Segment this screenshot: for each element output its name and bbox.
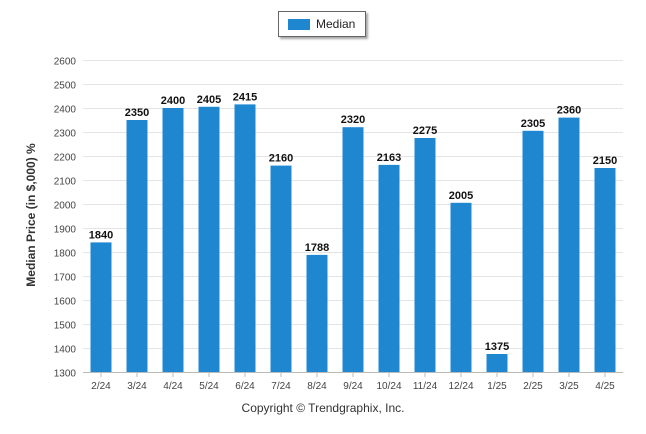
- y-tick-label: 2500: [54, 81, 77, 92]
- x-tick-label: 4/25: [595, 381, 615, 392]
- legend-label: Median: [316, 17, 356, 31]
- bar: [342, 127, 364, 372]
- y-tick-label: 1600: [54, 297, 77, 308]
- legend-swatch: [288, 18, 310, 30]
- data-label: 1788: [305, 242, 329, 254]
- bar: [594, 168, 616, 372]
- y-tick-label: 1400: [54, 345, 77, 356]
- bar: [162, 108, 184, 372]
- y-tick-label: 2100: [54, 177, 77, 188]
- bar: [378, 164, 400, 372]
- y-tick-label: 2200: [54, 153, 77, 164]
- x-tick-label: 3/24: [127, 381, 147, 392]
- y-tick-label: 1500: [54, 321, 77, 332]
- data-label: 2415: [233, 91, 257, 103]
- data-label: 2160: [269, 153, 293, 165]
- bar: [414, 138, 436, 372]
- data-label: 2305: [521, 118, 545, 130]
- bar: [522, 130, 544, 372]
- y-tick-label: 2600: [54, 57, 77, 68]
- y-tick-label: 2300: [54, 129, 77, 140]
- y-tick-label: 2400: [54, 105, 77, 116]
- y-tick-label: 1700: [54, 273, 77, 284]
- bar: [126, 120, 148, 372]
- legend: Median: [278, 11, 366, 37]
- data-label: 1840: [89, 229, 113, 241]
- copyright-text: Copyright © Trendgraphix, Inc.: [241, 401, 405, 415]
- bar: [486, 354, 508, 372]
- data-label: 2275: [413, 125, 437, 137]
- x-tick-label: 4/24: [163, 381, 183, 392]
- y-tick-label: 2000: [54, 201, 77, 212]
- x-tick-label: 12/24: [448, 381, 473, 392]
- x-tick-label: 2/25: [523, 381, 543, 392]
- bar: [90, 242, 112, 372]
- data-label: 2350: [125, 107, 149, 119]
- data-label: 2163: [377, 152, 401, 164]
- x-tick-label: 6/24: [235, 381, 255, 392]
- x-tick-label: 2/24: [91, 381, 111, 392]
- y-tick-label: 1300: [54, 369, 77, 380]
- x-tick-label: 1/25: [487, 381, 507, 392]
- bar: [306, 254, 328, 372]
- y-tick-label: 1900: [54, 225, 77, 236]
- x-tick-label: 3/25: [559, 381, 579, 392]
- bar: [234, 104, 256, 373]
- data-label: 2150: [593, 155, 617, 167]
- data-label: 2005: [449, 190, 473, 202]
- data-label: 1375: [485, 341, 509, 353]
- x-tick-label: 11/24: [413, 381, 438, 392]
- bar: [270, 165, 292, 372]
- x-tick-label: 10/24: [376, 381, 401, 392]
- data-label: 2400: [161, 95, 185, 107]
- data-label: 2405: [197, 94, 221, 106]
- y-tick-label: 1800: [54, 249, 77, 260]
- bar: [558, 117, 580, 372]
- x-tick-label: 8/24: [307, 381, 327, 392]
- x-tick-label: 5/24: [199, 381, 219, 392]
- x-tick-label: 7/24: [271, 381, 291, 392]
- bar: [198, 106, 220, 373]
- bar: [450, 202, 472, 372]
- data-label: 2360: [557, 105, 581, 117]
- x-tick-label: 9/24: [343, 381, 363, 392]
- data-label: 2320: [341, 114, 365, 126]
